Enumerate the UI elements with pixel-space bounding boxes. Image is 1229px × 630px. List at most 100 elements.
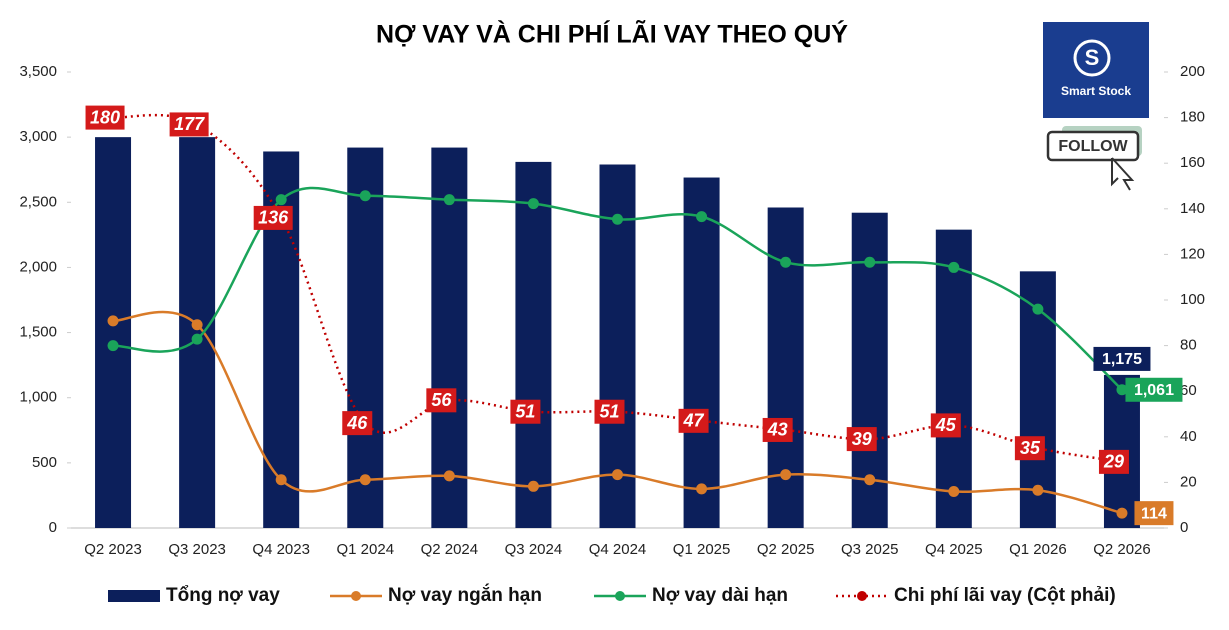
line-marker xyxy=(696,483,708,495)
data-label-text: 47 xyxy=(683,411,705,431)
line-marker xyxy=(780,256,792,268)
data-label: 56 xyxy=(426,388,457,413)
data-label: 136 xyxy=(253,205,293,230)
x-tick-label: Q2 2024 xyxy=(421,541,479,558)
data-label-box xyxy=(169,112,209,137)
legend-marker xyxy=(351,591,361,601)
data-label: 35 xyxy=(1014,436,1045,461)
data-label-text: 45 xyxy=(935,415,957,435)
data-label-box xyxy=(594,399,625,424)
y-tick-label: 3,000 xyxy=(19,128,57,145)
line-marker xyxy=(948,486,960,498)
y2-tick-label: 180 xyxy=(1180,109,1205,126)
data-label-box xyxy=(1093,346,1151,371)
logo-box xyxy=(1043,22,1149,118)
legend-swatch xyxy=(108,590,160,602)
data-label: 51 xyxy=(594,399,625,424)
line-marker xyxy=(191,333,203,345)
data-label-text: 114 xyxy=(1141,505,1167,522)
data-label-text: 43 xyxy=(767,420,788,440)
data-label-box xyxy=(1014,436,1045,461)
line-marker xyxy=(864,474,876,486)
y-tick-label: 1,000 xyxy=(19,389,57,406)
data-label: 29 xyxy=(1098,449,1129,474)
line-marker xyxy=(780,469,792,481)
data-label-box xyxy=(253,205,293,230)
line-marker xyxy=(359,474,371,486)
x-tick-label: Q1 2026 xyxy=(1009,541,1067,558)
bar xyxy=(179,137,216,528)
line-marker xyxy=(359,190,371,202)
data-label-box xyxy=(762,417,793,442)
x-tick-label: Q4 2024 xyxy=(589,541,647,558)
data-label: 1,175 xyxy=(1093,346,1151,371)
line-marker xyxy=(948,261,960,273)
data-label: 46 xyxy=(342,411,373,436)
x-tick-label: Q1 2025 xyxy=(673,541,731,558)
x-tick-label: Q2 2025 xyxy=(757,541,815,558)
y-tick-label: 3,500 xyxy=(19,63,57,80)
y2-tick-label: 80 xyxy=(1180,337,1197,354)
y-tick-label: 500 xyxy=(32,454,57,471)
legend-marker xyxy=(615,591,625,601)
data-label-box xyxy=(1134,501,1174,526)
y2-tick-label: 0 xyxy=(1180,519,1188,536)
data-label-box xyxy=(85,105,125,130)
y-tick-label: 1,500 xyxy=(19,324,57,341)
follow-button[interactable]: FOLLOW xyxy=(1046,126,1142,191)
legend-label: Nợ vay ngắn hạn xyxy=(388,584,542,606)
logo[interactable]: S Smart Stock xyxy=(1043,22,1149,118)
data-label-text: 56 xyxy=(431,390,452,410)
y2-tick-label: 160 xyxy=(1180,154,1205,171)
cursor-icon xyxy=(1111,157,1135,191)
bar xyxy=(515,161,552,528)
y-tick-label: 0 xyxy=(49,519,57,536)
line-marker xyxy=(275,474,287,486)
data-label: 39 xyxy=(846,427,877,452)
line-marker xyxy=(443,470,455,482)
x-tick-label: Q2 2026 xyxy=(1093,541,1151,558)
legend-marker xyxy=(857,591,867,601)
y2-tick-label: 60 xyxy=(1180,382,1197,399)
data-label-box xyxy=(678,408,709,433)
button-text: FOLLOW xyxy=(1058,138,1128,155)
x-tick-label: Q1 2024 xyxy=(336,541,394,558)
data-label: 1,061 xyxy=(1125,377,1183,402)
bar xyxy=(683,177,720,528)
x-tick-label: Q3 2023 xyxy=(168,541,226,558)
data-label-box xyxy=(1098,449,1129,474)
bar xyxy=(347,147,384,528)
y2-tick-label: 20 xyxy=(1180,473,1197,490)
y-tick-label: 2,500 xyxy=(19,193,57,210)
data-label-text: 1,175 xyxy=(1102,351,1142,368)
y-tick-label: 2,000 xyxy=(19,258,57,275)
data-label-text: 39 xyxy=(852,429,872,449)
data-label-box xyxy=(342,411,373,436)
line-marker xyxy=(612,213,623,225)
data-label-box xyxy=(930,413,961,438)
data-label-text: 46 xyxy=(346,413,368,433)
line-marker xyxy=(1116,384,1128,396)
data-label-box xyxy=(426,388,457,413)
line-marker xyxy=(527,198,539,210)
data-label-box xyxy=(510,399,541,424)
x-tick-label: Q4 2023 xyxy=(252,541,310,558)
data-label-text: 1,061 xyxy=(1134,382,1174,399)
y2-tick-label: 40 xyxy=(1180,428,1197,445)
line-marker xyxy=(191,319,203,331)
line-marker xyxy=(107,340,119,352)
data-label: 177 xyxy=(169,112,209,137)
bar xyxy=(95,137,132,528)
data-label: 47 xyxy=(678,408,709,433)
bar xyxy=(935,229,972,528)
data-label-text: 177 xyxy=(174,114,205,134)
logo-icon-letter: S xyxy=(1085,45,1100,70)
line-marker xyxy=(443,194,455,206)
x-tick-label: Q3 2025 xyxy=(841,541,899,558)
y2-tick-label: 200 xyxy=(1180,63,1205,80)
data-label: 114 xyxy=(1134,501,1174,526)
y2-tick-label: 100 xyxy=(1180,291,1205,308)
legend-label: Nợ vay dài hạn xyxy=(652,585,788,606)
line-marker xyxy=(1116,507,1128,519)
button-box xyxy=(1046,130,1140,162)
